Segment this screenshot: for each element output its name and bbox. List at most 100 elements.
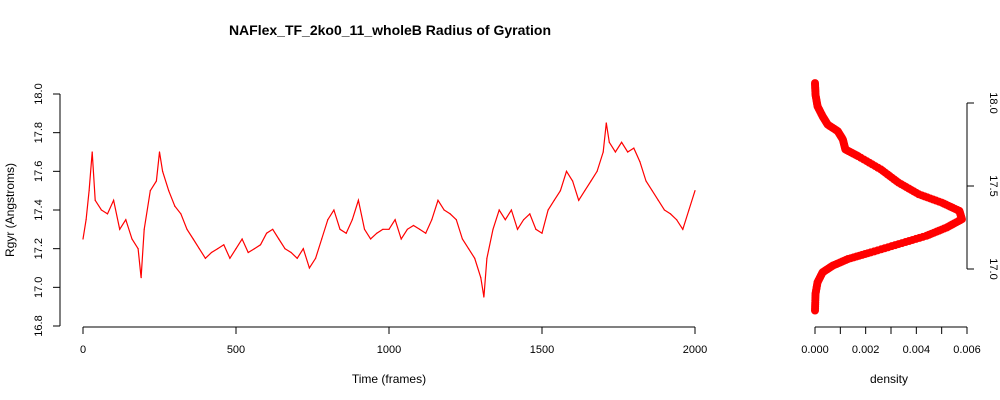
rgyr-data-point [247,251,249,254]
rgyr-data-point [657,199,659,201]
rgyr-data-point [480,277,482,279]
rgyr-data-point [437,199,439,201]
rgyr-data-point [137,248,139,250]
main-x-tick-label: 0 [80,344,86,356]
rgyr-data-point [82,238,84,240]
rgyr-data-point [596,170,598,172]
rgyr-data-point [492,228,494,230]
rgyr-data-point [217,248,219,250]
rgyr-data-point [376,232,378,234]
main-x-tick-label: 1500 [530,344,554,356]
rgyr-data-point [406,228,408,230]
rgyr-data-point [241,238,243,240]
rgyr-data-point [272,228,274,230]
rgyr-data-point [174,205,176,207]
rgyr-data-point [412,224,415,227]
rgyr-data-point [467,248,470,250]
rgyr-data-point [535,228,537,230]
rgyr-data-point [516,228,519,230]
main-y-tick-label: 17.4 [33,199,45,220]
rgyr-data-point [425,232,427,234]
rgyr-data-point [645,180,647,182]
rgyr-data-point [605,122,607,124]
rgyr-data-point [455,219,457,221]
rgyr-data-point [547,209,549,211]
rgyr-data-point [296,257,298,259]
rgyr-data-point [302,248,304,250]
rgyr-data-point [553,199,555,201]
rgyr-data-point [602,151,604,153]
rgyr-data-point [192,238,194,240]
rgyr-data-point [394,219,396,221]
rgyr-data-point [140,277,142,279]
density-y-axis: 17.0 17.5 18.0 [966,92,999,280]
x-axis-label: Time (frames) [352,372,426,386]
rgyr-data-point [578,199,580,201]
rgyr-data-point [210,251,213,254]
rgyr-data-point [584,190,586,192]
rgyr-data-point [431,219,433,221]
rgyr-data-point [370,238,372,240]
rgyr-data-point [461,238,464,240]
rgyr-data-point [259,244,262,246]
density-x-tick-label: 0.000 [801,344,829,356]
rgyr-data-point [474,257,476,259]
rgyr-data-point [85,219,87,221]
rgyr-data-point [620,141,623,143]
rgyr-data-point [523,219,525,221]
rgyr-data-point [504,219,506,221]
rgyr-data-point [94,199,96,201]
rgyr-data-point [125,219,127,221]
rgyr-data-point [119,228,121,230]
rgyr-data-point [113,199,115,201]
rgyr-data-point [486,257,488,259]
rgyr-data-point [633,147,635,149]
rgyr-data-point [529,213,531,215]
rgyr-data-point [510,209,512,211]
density-data-point [811,79,819,88]
main-x-tick-label: 1000 [377,344,401,356]
rgyr-data-point [419,228,421,230]
rgyr-data-point [449,213,451,215]
rgyr-data-point [235,248,237,250]
main-y-tick-label: 17.8 [33,122,45,143]
rgyr-data-point [314,257,317,259]
rgyr-data-point [639,161,641,163]
density-y-tick-label: 17.0 [987,258,999,279]
rgyr-data-point [400,238,402,240]
main-x-tick-label: 2000 [683,344,707,356]
rgyr-data-point [91,151,93,153]
rgyr-data-point [388,228,390,230]
rgyr-data-point [590,180,592,182]
main-y-tick-label: 17.0 [33,277,45,298]
rgyr-data-point [559,190,561,192]
main-x-tick-label: 500 [227,344,245,356]
rgyr-data-point [682,228,684,230]
rgyr-data-point [100,209,102,211]
rgyr-data-point [572,180,574,182]
rgyr-data-point [608,141,610,143]
rgyr-data-point [333,209,335,211]
rgyr-data-point [186,228,188,230]
rgyr-data-point [198,248,200,250]
rgyr-data-point [204,257,206,259]
chart-title: NAFlex_TF_2ko0_11_wholeB Radius of Gyrat… [229,22,551,38]
rgyr-data-point [498,209,500,211]
rgyr-data-point [357,199,359,201]
y-axis-label: Rgyr (Angstroms) [3,163,17,257]
rgyr-data-point [663,209,666,211]
rgyr-data-point [143,228,145,230]
rgyr-series-line [82,122,696,298]
rgyr-data-point [284,248,286,250]
rgyr-data-point [278,238,280,240]
main-x-axis: 0 500 1000 1500 2000 [80,326,707,356]
rgyr-data-point [168,190,170,192]
rgyr-data-point [158,151,161,153]
rgyr-data-point [327,219,329,221]
density-x-axis: 0.000 0.002 0.004 0.006 [801,326,981,356]
main-y-axis: 16.8 17.0 17.2 17.4 17.6 17.8 18.0 [33,83,61,337]
rgyr-data-point [149,190,151,192]
rgyr-data-point [308,267,311,269]
main-y-tick-label: 17.6 [33,161,45,182]
rgyr-data-point [614,151,617,153]
